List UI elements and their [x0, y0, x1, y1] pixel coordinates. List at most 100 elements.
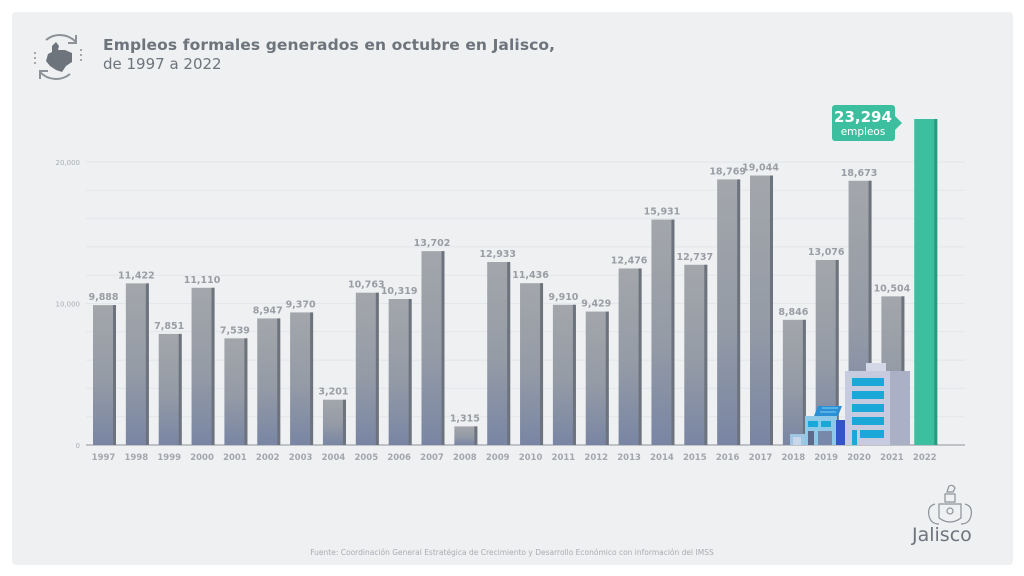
bar-side — [802, 319, 806, 445]
data-label: 12,737 — [676, 252, 713, 263]
x-tick-label: 2019 — [814, 453, 838, 463]
x-tick-label: 2009 — [486, 453, 510, 463]
bar — [355, 292, 379, 445]
x-tick-label: 2007 — [420, 453, 444, 463]
bar — [651, 219, 675, 445]
data-label: 7,539 — [220, 325, 250, 336]
bar — [93, 305, 116, 445]
bar-side — [572, 304, 576, 445]
bar — [782, 319, 806, 445]
bar — [914, 119, 938, 445]
bar-side — [605, 311, 609, 445]
bar-side — [408, 298, 412, 445]
bar-side — [113, 305, 116, 445]
bar — [322, 399, 346, 445]
data-label: 7,851 — [154, 321, 184, 332]
y-tick-label: 20,000 — [56, 159, 81, 167]
x-tick-label: 2001 — [223, 453, 247, 463]
x-tick-label: 2014 — [650, 453, 674, 463]
bar-side — [638, 268, 642, 445]
bar-side — [868, 180, 872, 446]
callout-unit: empleos — [841, 126, 886, 138]
x-tick-label: 1998 — [125, 453, 149, 463]
highlight-callout: 23,294 empleos — [832, 105, 902, 141]
data-label: 11,436 — [512, 270, 549, 281]
x-tick-label: 2010 — [519, 453, 543, 463]
data-label: 11,110 — [184, 275, 221, 286]
x-tick-label: 2021 — [880, 453, 904, 463]
bar — [585, 311, 609, 445]
bar-side — [178, 333, 182, 445]
callout-box — [832, 105, 895, 141]
bar-side — [375, 292, 379, 445]
bar-side — [145, 283, 149, 445]
x-tick-label: 2016 — [716, 453, 740, 463]
bar-side — [507, 261, 511, 445]
bar-side — [770, 175, 773, 445]
data-label: 18,769 — [709, 166, 746, 177]
bar — [224, 338, 248, 445]
bar — [618, 268, 642, 445]
y-tick-label: 0 — [76, 442, 80, 450]
bar-side — [737, 179, 741, 446]
x-tick-label: 2002 — [256, 453, 280, 463]
data-label: 11,422 — [118, 270, 155, 281]
x-tick-label: 2011 — [552, 453, 576, 463]
office-buildings-icon — [790, 363, 910, 445]
data-label: 19,044 — [742, 163, 779, 174]
bar — [158, 333, 182, 445]
data-label: 18,673 — [841, 168, 878, 179]
data-label: 12,933 — [479, 249, 516, 260]
bar-side — [310, 312, 314, 445]
jalisco-map-cycle-icon — [34, 34, 82, 80]
bar — [290, 312, 314, 445]
data-label: 15,931 — [644, 207, 681, 218]
bar-side — [441, 251, 445, 445]
bar — [717, 179, 741, 446]
x-tick-label: 2000 — [190, 453, 214, 463]
data-label: 1,315 — [450, 413, 480, 424]
bar — [552, 304, 576, 445]
data-label: 8,846 — [778, 307, 808, 318]
bar-side — [704, 264, 708, 445]
x-tick-label: 2005 — [354, 453, 378, 463]
x-tick-label: 1999 — [157, 453, 181, 463]
x-tick-label: 2017 — [749, 453, 773, 463]
bar — [191, 287, 215, 445]
x-tick-label: 2012 — [584, 453, 608, 463]
data-label: 10,763 — [348, 280, 385, 291]
bar-side — [474, 426, 478, 445]
data-label: 9,429 — [581, 299, 611, 310]
x-tick-label: 2004 — [322, 453, 346, 463]
jalisco-coat-of-arms-icon — [928, 484, 972, 525]
x-tick-label: 2020 — [847, 453, 871, 463]
x-tick-label: 2008 — [453, 453, 477, 463]
data-label: 10,319 — [381, 286, 418, 297]
bar — [520, 283, 544, 445]
bar — [125, 283, 149, 445]
source-note: Fuente: Coordinación General Estratégica… — [310, 548, 714, 557]
x-tick-label: 1997 — [92, 453, 116, 463]
data-label: 13,702 — [414, 238, 451, 249]
bar — [388, 298, 412, 445]
bar-side — [540, 283, 544, 445]
callout-value: 23,294 — [834, 108, 892, 126]
chart-subtitle: de 1997 a 2022 — [103, 55, 222, 73]
chart-title: Empleos formales generados en octubre en… — [103, 36, 556, 54]
bar-side — [934, 119, 938, 445]
data-label: 13,076 — [808, 247, 845, 258]
x-tick-label: 2022 — [913, 453, 937, 463]
bar-side — [835, 259, 839, 445]
bar-side — [901, 296, 905, 445]
data-label: 12,476 — [611, 255, 648, 266]
data-label: 9,370 — [286, 299, 316, 310]
bar — [257, 318, 281, 445]
x-tick-label: 2013 — [617, 453, 641, 463]
bar — [421, 251, 445, 445]
data-label: 9,888 — [88, 292, 118, 303]
x-tick-label: 2003 — [289, 453, 313, 463]
bar — [487, 261, 511, 445]
bar-side — [211, 287, 215, 445]
callout-pointer — [895, 116, 902, 130]
